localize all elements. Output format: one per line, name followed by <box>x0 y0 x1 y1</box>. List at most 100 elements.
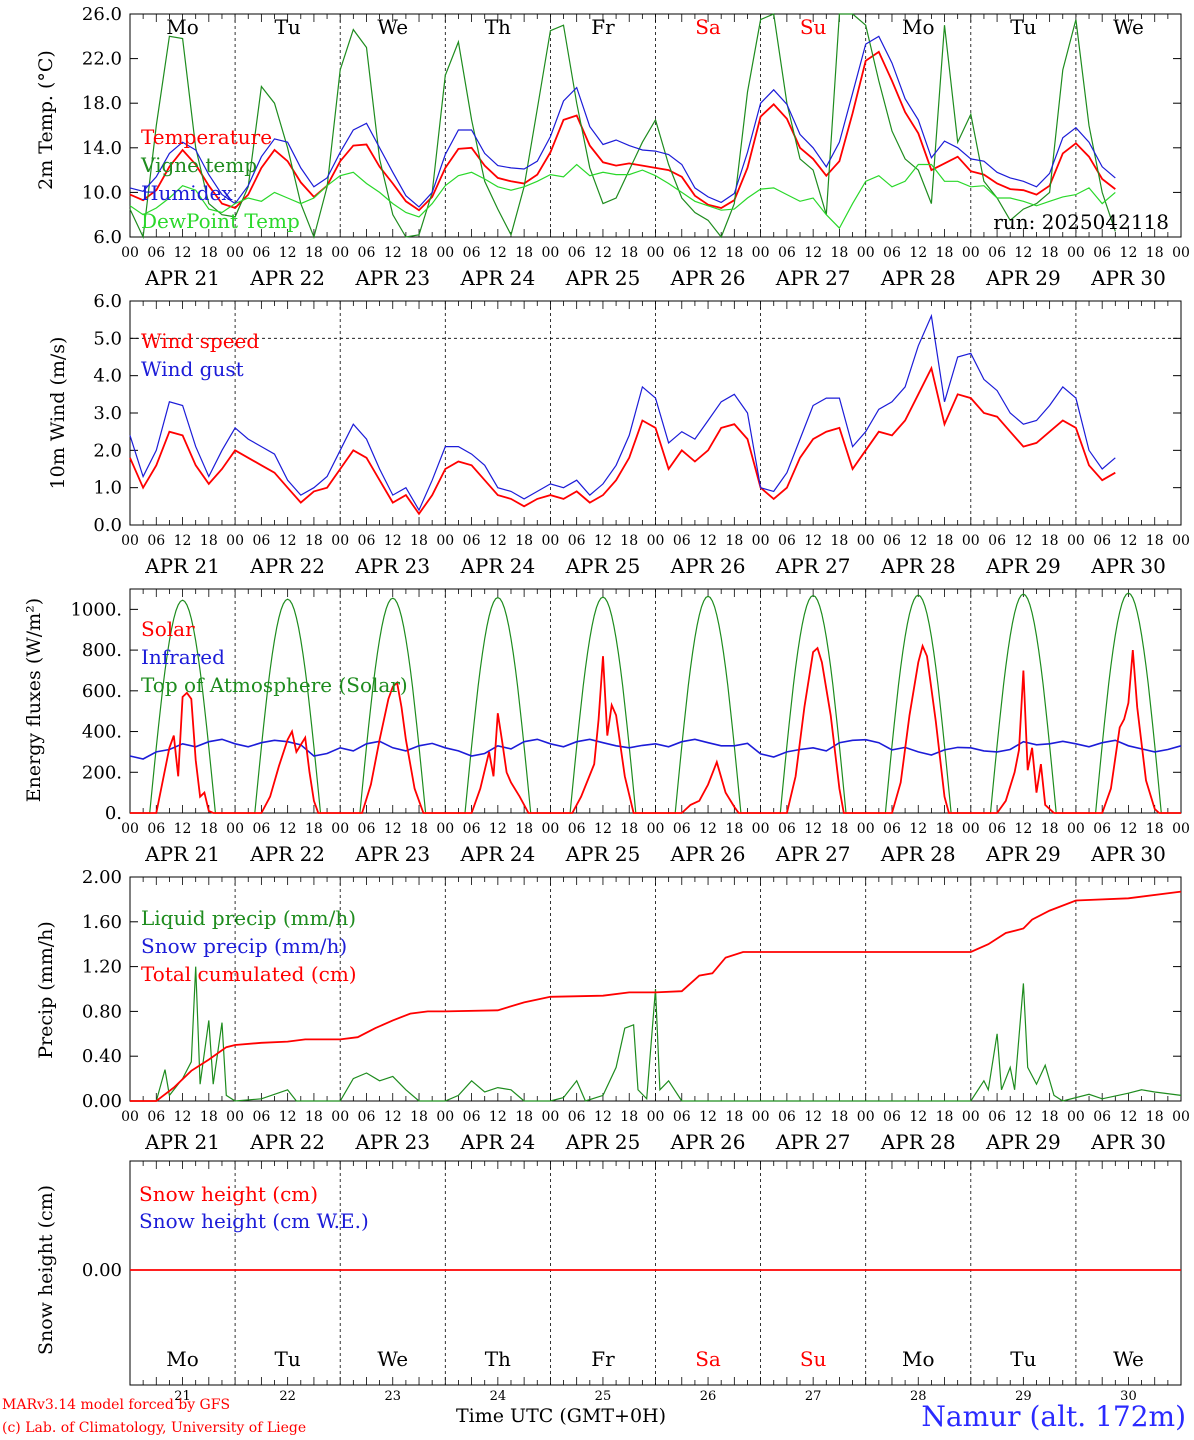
y-tick-label: 2.00 <box>82 867 122 888</box>
day-label: Th <box>485 1347 511 1371</box>
hour-label: 00 <box>857 245 875 261</box>
panel-frame <box>129 588 1182 814</box>
hour-label: 06 <box>1093 245 1111 261</box>
y-tick-label: 0.40 <box>82 1046 122 1067</box>
hour-label: 12 <box>174 533 192 549</box>
hour-label: 18 <box>515 533 533 549</box>
date-label: APR 24 <box>459 842 535 866</box>
hour-label: 00 <box>541 821 559 837</box>
hour-label: 12 <box>279 533 297 549</box>
hour-label: 18 <box>1146 533 1164 549</box>
legend-entry: Snow precip (mm/h) <box>141 934 347 958</box>
hour-label: 18 <box>620 245 638 261</box>
station-label: Namur (alt. 172m) <box>921 1400 1186 1433</box>
y-tick-label: 4.0 <box>93 366 122 387</box>
day-label: Mo <box>902 1347 935 1371</box>
hour-label: 06 <box>463 533 481 549</box>
hour-label: 12 <box>1120 245 1138 261</box>
hour-label: 06 <box>778 245 796 261</box>
hour-label: 06 <box>147 533 165 549</box>
day-label: Tu <box>1010 1347 1036 1371</box>
day-number: 23 <box>384 1389 401 1404</box>
hour-label: 00 <box>647 245 665 261</box>
legend-entry: Top of Atmosphere (Solar) <box>141 673 408 697</box>
hour-label: 00 <box>857 1109 875 1125</box>
date-label: APR 21 <box>144 842 220 866</box>
hour-label: 18 <box>515 821 533 837</box>
hour-label: 06 <box>883 1109 901 1125</box>
hour-label: 00 <box>647 533 665 549</box>
y-tick-label: 1.20 <box>82 957 122 978</box>
day-number: 25 <box>595 1389 612 1404</box>
date-label: APR 23 <box>354 554 430 578</box>
y-tick-label: 200. <box>82 762 122 783</box>
hour-label: 00 <box>226 1109 244 1125</box>
hour-label: 06 <box>358 245 376 261</box>
hour-label: 12 <box>279 1109 297 1125</box>
hour-label: 12 <box>489 245 507 261</box>
date-label: APR 28 <box>880 266 956 290</box>
hour-label: 18 <box>725 533 743 549</box>
y-tick-label: 10.0 <box>82 182 122 203</box>
hour-label: 06 <box>568 245 586 261</box>
hour-label: 12 <box>384 1109 402 1125</box>
legend-entry: Snow height (cm) <box>139 1182 318 1206</box>
day-label: We <box>377 1347 408 1371</box>
hour-label: 12 <box>1014 533 1032 549</box>
hour-label: 06 <box>252 821 270 837</box>
day-number: 22 <box>279 1389 296 1404</box>
hour-label: 18 <box>200 1109 218 1125</box>
hour-label: 06 <box>883 821 901 837</box>
y-axis-label: 2m Temp. (°C) <box>35 50 57 190</box>
hour-label: 12 <box>1014 245 1032 261</box>
y-tick-label: 0.00 <box>82 1260 122 1281</box>
hour-label: 06 <box>568 1109 586 1125</box>
hour-label: 12 <box>699 1109 717 1125</box>
y-tick-label: 5.0 <box>93 328 122 349</box>
hour-label: 00 <box>1067 245 1085 261</box>
hour-label: 12 <box>699 245 717 261</box>
day-number: 29 <box>1015 1389 1032 1404</box>
hour-label: 06 <box>1093 533 1111 549</box>
hour-label: 18 <box>1146 1109 1164 1125</box>
hour-label: 00 <box>647 821 665 837</box>
hour-label: 18 <box>410 821 428 837</box>
date-label: APR 21 <box>144 1130 220 1154</box>
hour-label: 12 <box>279 245 297 261</box>
date-label: APR 29 <box>985 554 1061 578</box>
hour-label: 18 <box>410 1109 428 1125</box>
day-label: Su <box>800 1347 827 1371</box>
date-label: APR 23 <box>354 266 430 290</box>
hour-label: 00 <box>541 1109 559 1125</box>
day-number: 30 <box>1120 1389 1137 1404</box>
hour-label: 00 <box>752 1109 770 1125</box>
day-label: Tu <box>1010 15 1036 39</box>
day-label: We <box>1113 15 1144 39</box>
hour-label: 06 <box>147 245 165 261</box>
hour-label: 18 <box>305 533 323 549</box>
hour-label: 00 <box>752 245 770 261</box>
day-label: We <box>377 15 408 39</box>
hour-label: 18 <box>1041 245 1059 261</box>
hour-label: 00 <box>436 1109 454 1125</box>
hour-label: 06 <box>358 821 376 837</box>
y-tick-label: 6.0 <box>93 291 122 312</box>
date-label: APR 22 <box>249 554 325 578</box>
legend-entry: Liquid precip (mm/h) <box>141 906 356 930</box>
y-tick-label: 0.00 <box>82 1091 122 1112</box>
day-number: 28 <box>910 1389 927 1404</box>
day-label: Sa <box>695 1347 721 1371</box>
date-label: APR 24 <box>459 1130 535 1154</box>
hour-label: 18 <box>831 533 849 549</box>
date-label: APR 21 <box>144 266 220 290</box>
hour-label: 12 <box>1120 821 1138 837</box>
hour-label: 12 <box>489 533 507 549</box>
date-label: APR 25 <box>565 1130 641 1154</box>
legend-entry: Temperature <box>141 125 272 149</box>
hour-label: 18 <box>515 1109 533 1125</box>
legend-entry: Total cumulated (cm) <box>141 962 357 986</box>
y-tick-label: 0. <box>105 803 122 824</box>
hour-label: 00 <box>331 245 349 261</box>
hour-label: 00 <box>541 533 559 549</box>
